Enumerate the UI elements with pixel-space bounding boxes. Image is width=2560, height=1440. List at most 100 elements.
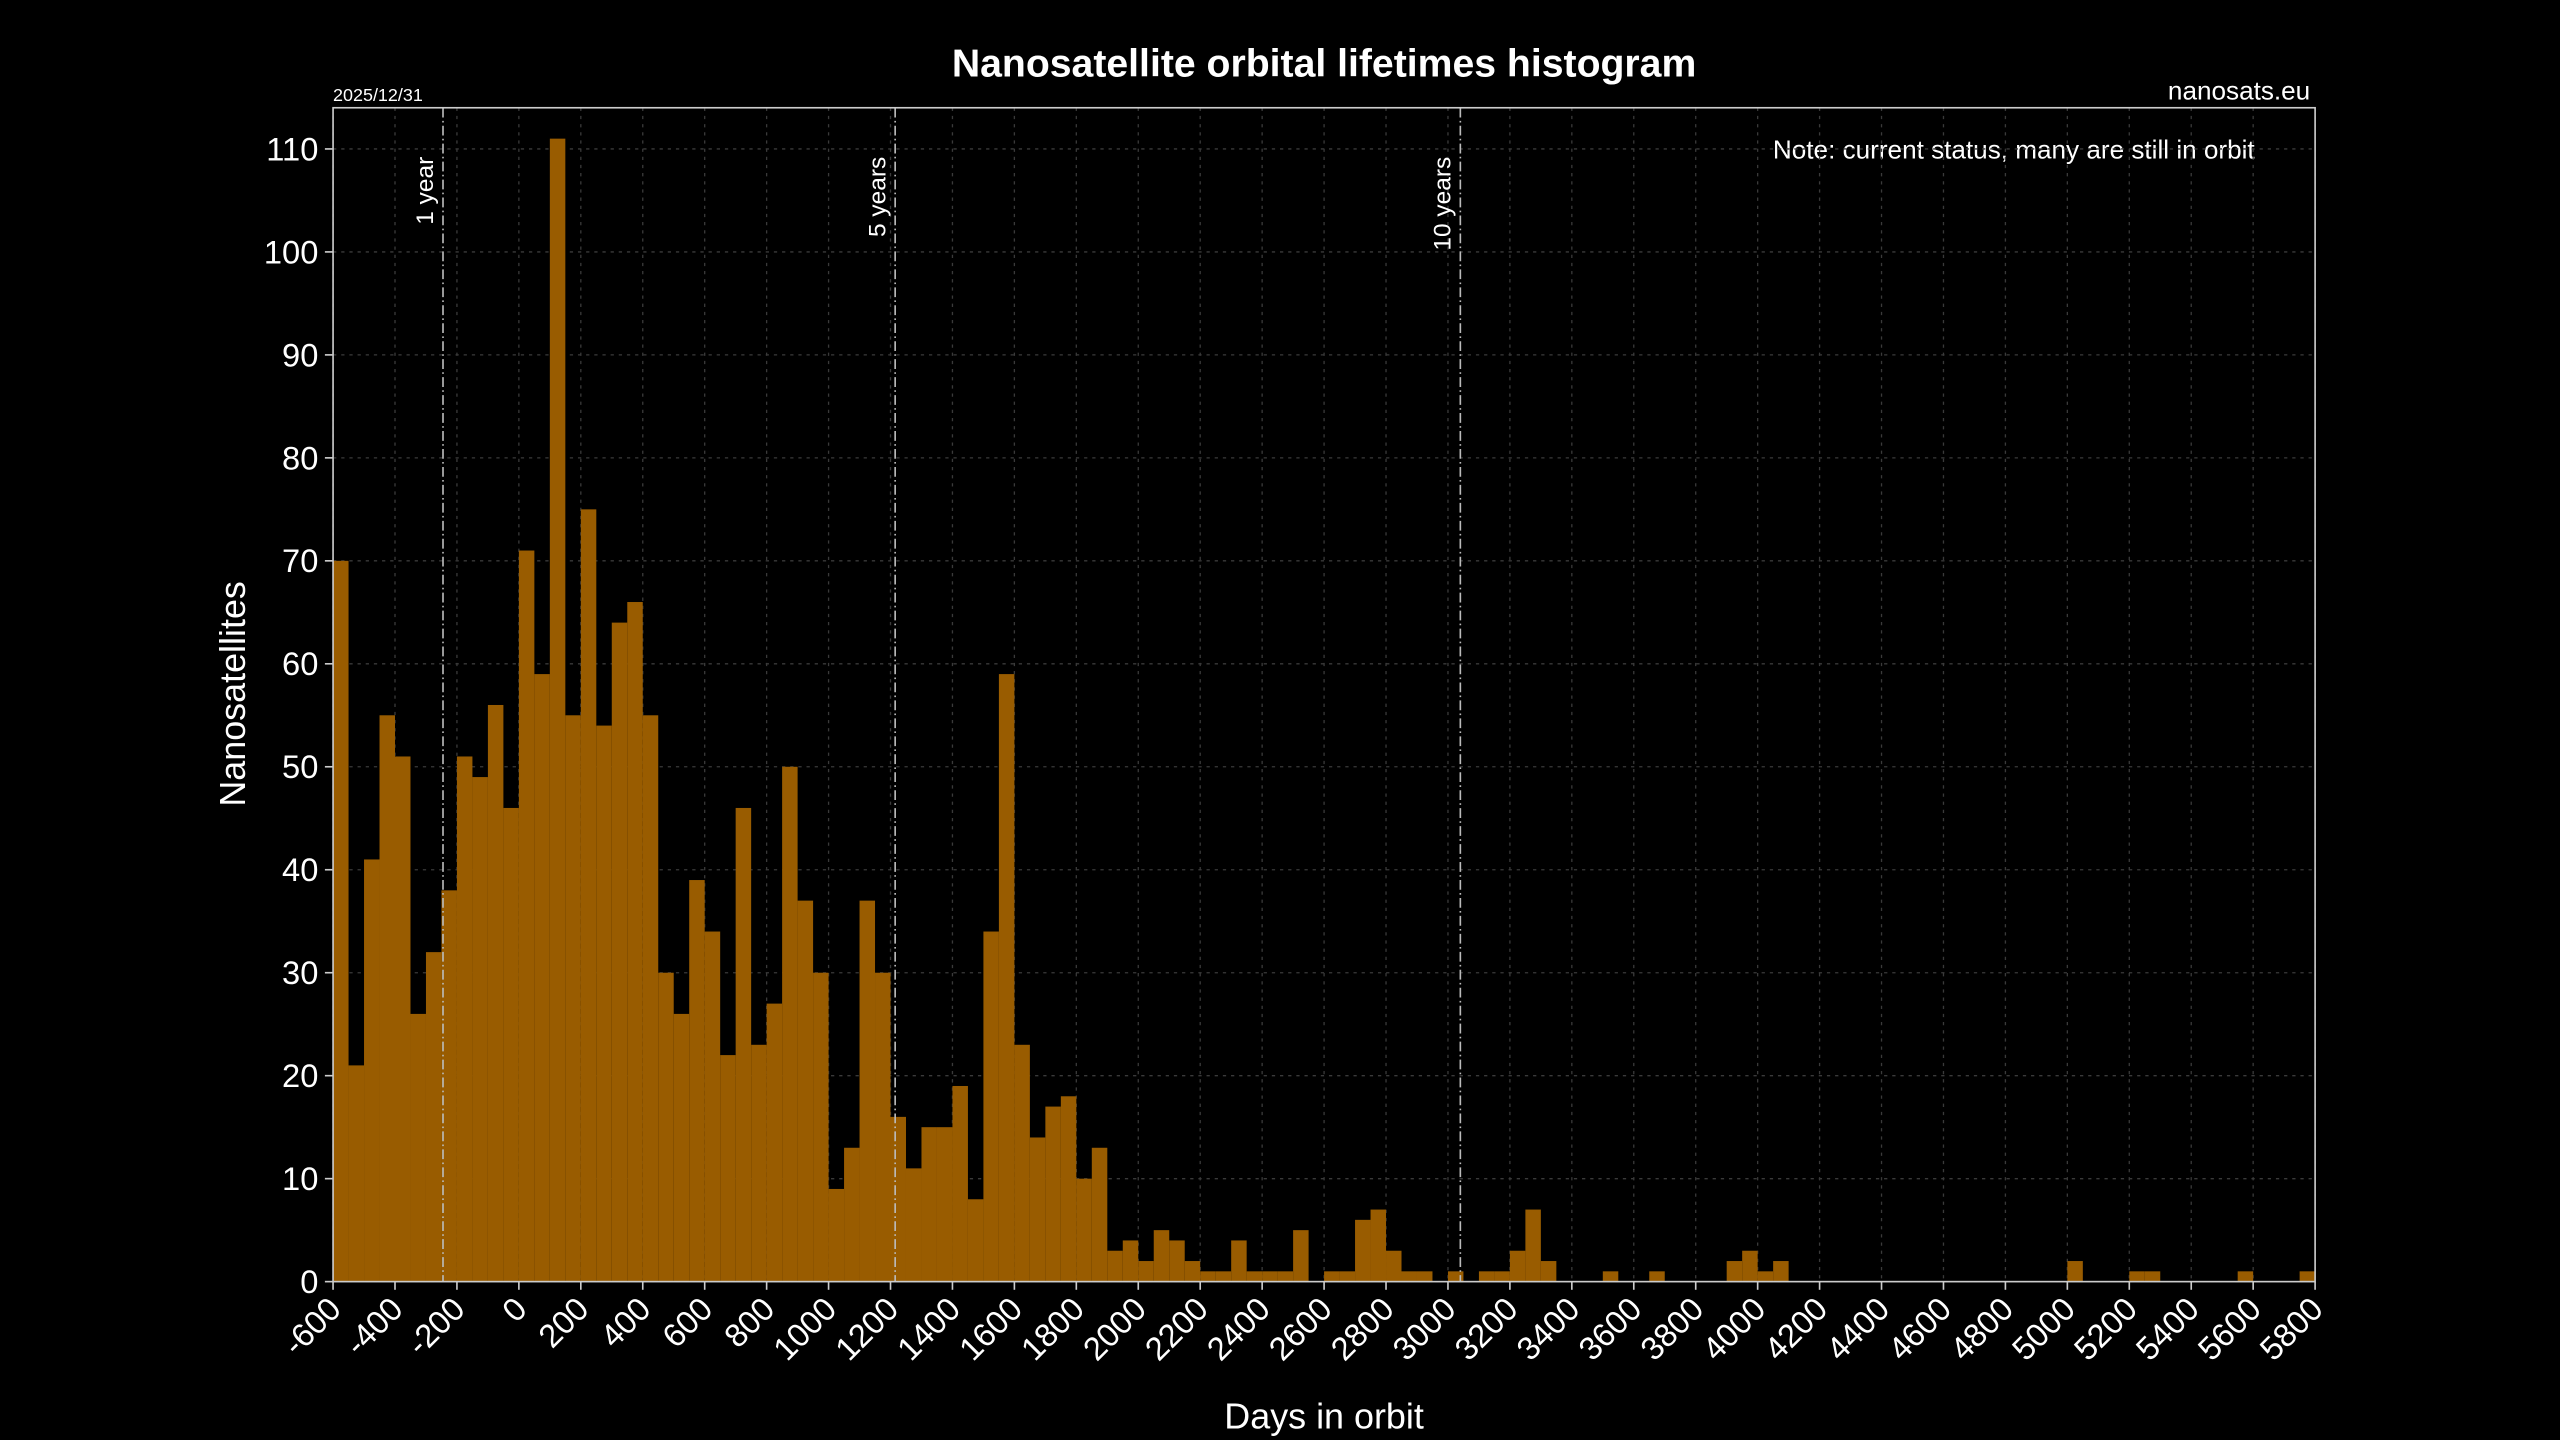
bar [472,777,488,1282]
y-tick-label: 10 [282,1160,318,1197]
y-tick-label: 70 [282,542,318,579]
bar [1262,1271,1278,1282]
bar [456,756,473,1282]
bar [1649,1271,1665,1282]
bar [1494,1271,1510,1282]
bar [2237,1271,2254,1282]
bar [1091,1147,1108,1282]
bar [441,890,457,1282]
x-axis-label: Days in orbit [1224,1396,1424,1437]
bar [936,1127,953,1282]
plot-frame [332,106,2316,1283]
bar [689,880,705,1282]
bar [580,509,597,1282]
bar [1060,1096,1077,1282]
bar [1076,1178,1092,1282]
bar [364,859,380,1282]
bar [1401,1271,1417,1282]
bar [503,807,519,1282]
bar [983,931,999,1282]
bar [782,766,798,1282]
bar [1447,1271,1464,1282]
y-tick-label: 110 [266,130,318,167]
bar [673,1013,690,1282]
bar [1138,1261,1154,1282]
bar [844,1147,860,1282]
bar [658,972,674,1282]
y-tick-label: 40 [282,851,318,888]
bar [1215,1271,1232,1282]
y-tick-label: 20 [282,1057,318,1094]
bar [1525,1209,1541,1282]
source-label: nanosats.eu [2168,76,2310,106]
bar [766,1003,783,1282]
bar [1200,1271,1216,1282]
bar [1246,1271,1263,1282]
bar [1386,1250,1402,1282]
bar [1757,1271,1774,1282]
annotation-label: 5 years [864,157,891,237]
bar [425,952,442,1282]
annotation-label: 1 year [412,157,439,225]
bar [1416,1271,1433,1282]
bar [1509,1250,1526,1282]
bar [1122,1240,1139,1282]
bar [1293,1230,1309,1282]
bar [813,972,829,1282]
bar [967,1199,984,1282]
bar [1107,1250,1123,1282]
bar [859,900,876,1282]
bar [1231,1240,1247,1282]
bar [379,715,395,1282]
y-tick-label: 60 [282,645,318,682]
bar [797,900,814,1282]
bar [395,756,411,1282]
annotation-label: 10 years [1430,157,1457,251]
bar [549,138,566,1282]
bar [1602,1271,1619,1282]
bar [627,602,643,1282]
bar [952,1085,968,1282]
y-tick-label: 0 [300,1263,318,1300]
bar [1742,1250,1758,1282]
bar [1045,1106,1061,1282]
bar [828,1188,845,1282]
bar [1726,1261,1743,1282]
chart-title: Nanosatellite orbital lifetimes histogra… [952,43,1696,86]
y-tick-label: 100 [264,233,318,270]
bar [1014,1044,1030,1282]
bar [611,622,628,1282]
bar [1355,1219,1371,1282]
y-tick-label: 50 [282,748,318,785]
bar [1773,1261,1789,1282]
bar [875,972,891,1282]
bar [998,674,1015,1282]
bar [534,674,550,1282]
bar [2067,1261,2083,1282]
bar [1478,1271,1495,1282]
bar [1184,1261,1201,1282]
bar [751,1044,767,1282]
bar [1277,1271,1294,1282]
bar [1370,1209,1387,1282]
bar [2299,1271,2316,1282]
y-tick-label: 90 [282,336,318,373]
bar [642,715,659,1282]
y-axis-label: Nanosatellites [212,581,253,807]
bar [735,807,752,1282]
bar [2144,1271,2161,1282]
bar [921,1127,937,1282]
bar [1169,1240,1185,1282]
bar [410,1013,426,1282]
bar [720,1055,736,1282]
bar [2129,1271,2145,1282]
y-tick-label: 80 [282,439,318,476]
date-label: 2025/12/31 [333,85,423,105]
bar [704,931,721,1282]
bar [905,1168,922,1282]
y-tick-label: 30 [282,954,318,991]
bar [565,715,581,1282]
bar [890,1116,906,1282]
bar [1029,1137,1046,1282]
